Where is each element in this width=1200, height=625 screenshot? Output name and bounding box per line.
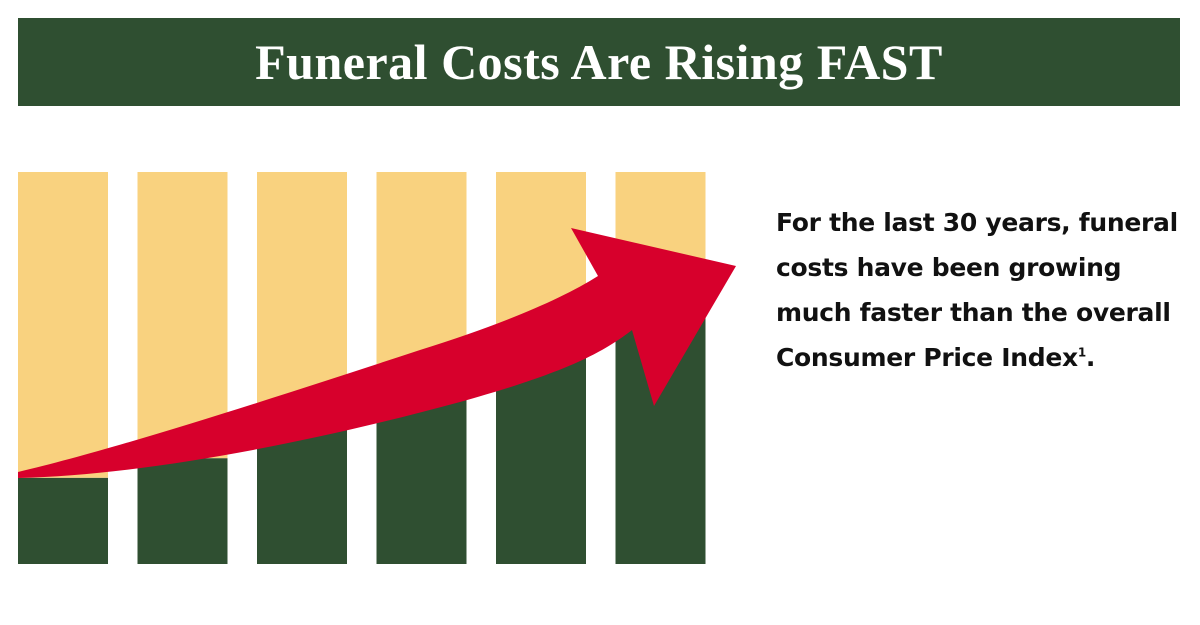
trend-arrow xyxy=(18,228,736,478)
caption-period: . xyxy=(1085,343,1096,372)
bar-yellow-1 xyxy=(18,172,108,478)
title-banner: Funeral Costs Are Rising FAST xyxy=(18,18,1180,106)
bars-group xyxy=(18,172,706,564)
page-title: Funeral Costs Are Rising FAST xyxy=(255,34,943,90)
bar-green-1 xyxy=(18,477,108,564)
caption-text: For the last 30 years, funeral costs hav… xyxy=(776,208,1178,372)
bar-yellow-2 xyxy=(137,172,228,459)
rising-cost-chart xyxy=(18,172,736,564)
bar-green-2 xyxy=(137,458,228,564)
bar-green-3 xyxy=(257,426,347,564)
caption: For the last 30 years, funeral costs hav… xyxy=(776,200,1196,380)
footnote-marker: 1 xyxy=(1077,345,1086,360)
